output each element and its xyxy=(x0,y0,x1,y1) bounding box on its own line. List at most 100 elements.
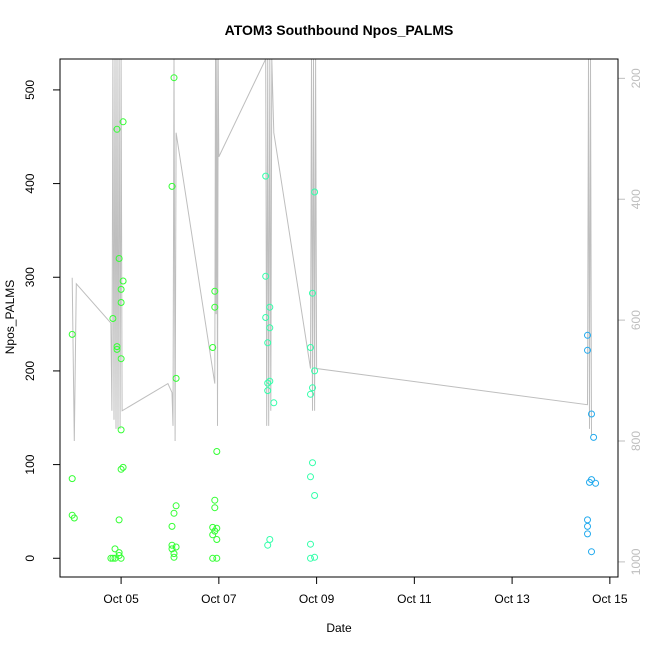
data-point xyxy=(70,514,78,522)
data-point xyxy=(119,118,127,126)
data-point xyxy=(213,524,221,532)
data-point xyxy=(311,188,319,196)
data-point xyxy=(213,448,221,455)
data-point xyxy=(264,379,272,387)
chart-title: ATOM3 Southbound Npos_PALMS xyxy=(225,22,454,38)
data-point xyxy=(307,554,314,562)
y2-tick-label: 600 xyxy=(629,310,643,330)
data-point xyxy=(111,545,119,553)
data-point xyxy=(266,324,274,332)
data-point xyxy=(311,492,319,499)
y-tick-label: 200 xyxy=(23,361,37,381)
data-point xyxy=(309,459,316,467)
data-point xyxy=(584,516,591,524)
data-point xyxy=(264,541,272,549)
data-point xyxy=(109,315,117,322)
data-point xyxy=(266,536,274,543)
data-point xyxy=(172,502,180,510)
data-point xyxy=(113,345,121,353)
data-point xyxy=(213,554,221,562)
data-point xyxy=(168,182,176,190)
data-point xyxy=(584,530,591,538)
data-point xyxy=(115,516,123,524)
data-point xyxy=(307,473,314,481)
data-point xyxy=(211,504,219,512)
data-point xyxy=(117,426,125,434)
data-point xyxy=(211,287,219,295)
y-tick-label: 300 xyxy=(23,267,37,287)
x-tick-label: Oct 07 xyxy=(201,592,237,606)
data-point xyxy=(211,496,219,504)
data-point xyxy=(109,554,117,562)
data-point xyxy=(266,377,274,385)
data-point xyxy=(117,285,125,293)
data-point xyxy=(262,272,270,280)
data-point xyxy=(168,545,176,553)
data-point xyxy=(115,255,123,262)
data-point xyxy=(264,339,272,347)
data-point xyxy=(170,74,178,82)
data-point xyxy=(264,387,272,395)
y2-tick-label: 800 xyxy=(629,431,643,451)
data-point xyxy=(584,331,591,339)
data-point xyxy=(119,463,127,471)
x-tick-label: Oct 09 xyxy=(299,592,335,606)
data-point xyxy=(170,550,178,558)
data-point xyxy=(262,172,270,180)
x-tick-label: Oct 11 xyxy=(397,592,432,606)
data-point xyxy=(119,277,127,285)
data-point xyxy=(168,522,176,530)
data-point xyxy=(68,475,76,483)
data-point xyxy=(584,522,591,530)
data-point xyxy=(170,509,178,517)
x-tick-label: Oct 13 xyxy=(494,592,530,606)
data-point xyxy=(117,355,125,363)
y2-tick-label: 400 xyxy=(629,189,643,209)
data-point xyxy=(307,390,314,398)
data-point xyxy=(590,433,598,441)
data-point xyxy=(309,289,316,297)
data-point xyxy=(307,344,314,351)
data-point xyxy=(209,554,217,562)
plot-frame xyxy=(59,58,619,578)
data-point xyxy=(588,476,595,484)
data-point xyxy=(168,541,176,549)
data-point xyxy=(588,548,595,556)
data-point xyxy=(270,399,278,407)
data-point xyxy=(307,540,314,548)
y-tick-label: 400 xyxy=(23,173,37,193)
secondary-series-line xyxy=(71,59,592,442)
x-tick-label: Oct 05 xyxy=(103,592,139,606)
y2-tick-label: 200 xyxy=(629,68,643,88)
data-point xyxy=(213,536,221,543)
data-point xyxy=(311,553,319,561)
data-point xyxy=(172,543,180,551)
data-point xyxy=(266,303,274,311)
data-point xyxy=(107,554,115,562)
data-point xyxy=(262,314,270,321)
y-tick-label: 0 xyxy=(23,555,37,562)
x-axis-label: Date xyxy=(326,621,352,635)
data-point xyxy=(113,343,121,351)
data-point xyxy=(172,374,180,382)
data-point xyxy=(68,330,76,338)
data-point xyxy=(311,367,319,375)
data-point xyxy=(211,303,219,311)
data-point xyxy=(117,554,125,562)
y-tick-label: 100 xyxy=(23,454,37,474)
plot-area xyxy=(68,59,600,562)
data-point xyxy=(209,531,217,539)
data-point xyxy=(309,384,316,392)
data-point xyxy=(170,553,178,561)
data-point xyxy=(209,523,217,531)
data-point xyxy=(113,125,121,133)
data-point xyxy=(592,479,600,487)
data-point xyxy=(584,346,591,354)
y-tick-label: 500 xyxy=(23,80,37,100)
data-point xyxy=(588,410,595,418)
x-tick-label: Oct 15 xyxy=(592,592,628,606)
data-point xyxy=(209,344,217,351)
data-point xyxy=(117,465,125,473)
y-axis-label: Npos_PALMS xyxy=(3,280,17,354)
